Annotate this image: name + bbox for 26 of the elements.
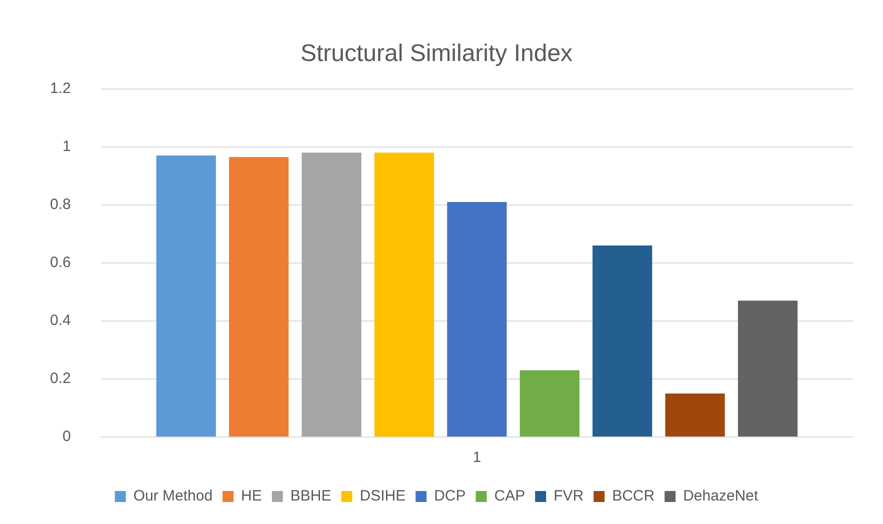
bar — [665, 393, 725, 436]
y-tick-label: 0.2 — [50, 370, 71, 388]
bar — [374, 152, 434, 436]
legend-label: DehazeNet — [683, 488, 759, 505]
bar — [592, 245, 652, 436]
legend-label: BBHE — [290, 488, 332, 505]
bar — [302, 152, 362, 436]
legend-label: Our Method — [133, 488, 213, 505]
y-tick-label: 1 — [62, 138, 71, 155]
y-tick-label: 0.8 — [50, 196, 71, 214]
bar — [447, 202, 507, 436]
chart-title: Structural Similarity Index — [300, 40, 573, 68]
legend-label: DSIHE — [360, 488, 406, 505]
legend-label: HE — [241, 488, 262, 505]
bar — [156, 156, 216, 436]
y-tick-label: 1.2 — [50, 80, 71, 97]
bar — [520, 370, 580, 436]
y-tick-label: 0.6 — [50, 254, 71, 272]
bar — [738, 300, 798, 436]
y-tick-label: 0 — [62, 428, 71, 446]
bar — [228, 156, 289, 436]
legend-label: FVR — [554, 488, 584, 505]
legend-label: BCCR — [612, 488, 655, 505]
legend-label: DCP — [434, 488, 466, 505]
legend-label: CAP — [494, 488, 526, 505]
y-tick-label: 0.4 — [50, 312, 71, 330]
